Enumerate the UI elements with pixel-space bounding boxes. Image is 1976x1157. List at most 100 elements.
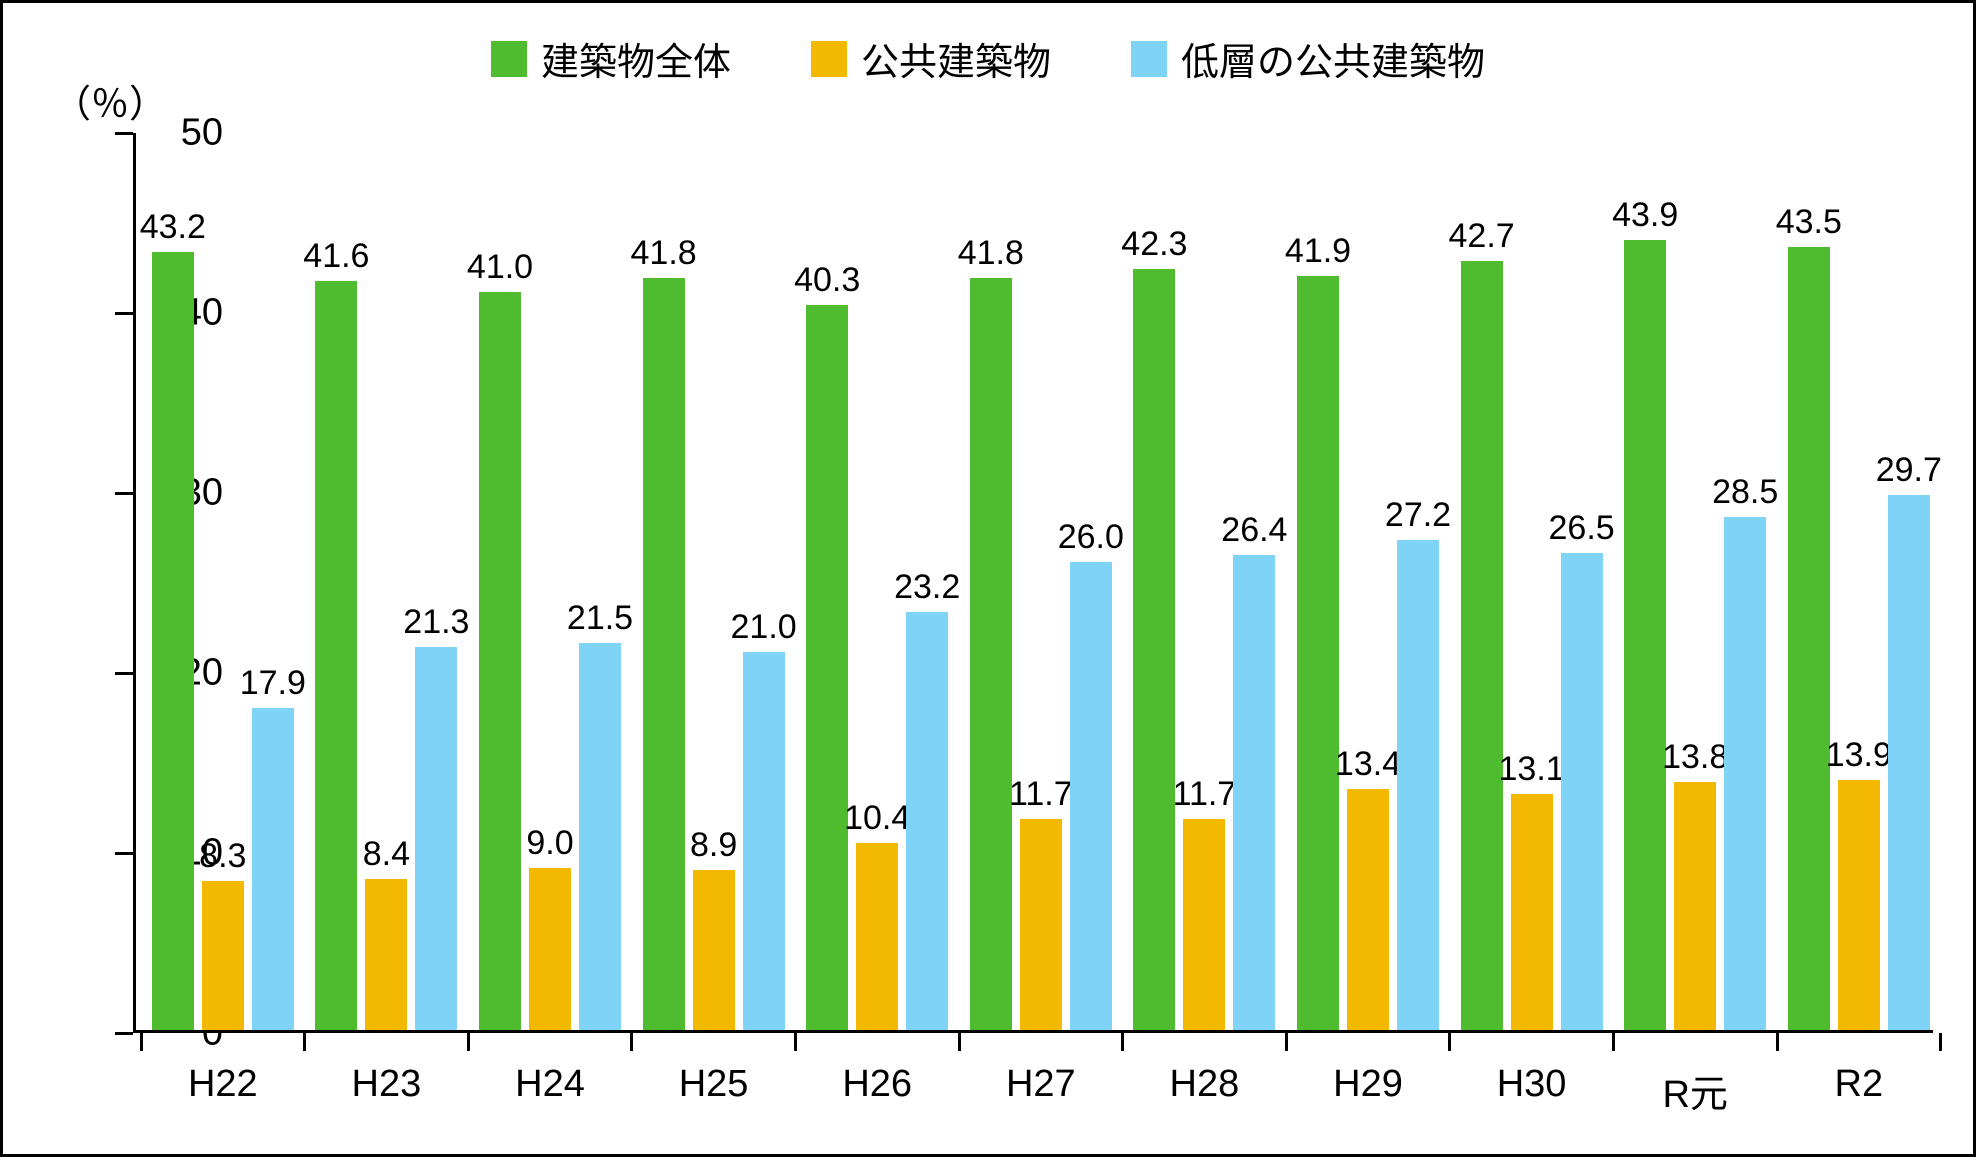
bar bbox=[970, 278, 1012, 1030]
bar-value-label: 23.2 bbox=[894, 568, 960, 607]
bar-value-label: 41.8 bbox=[631, 234, 697, 273]
bar-value-label: 43.2 bbox=[140, 208, 206, 247]
bar bbox=[743, 652, 785, 1030]
bar bbox=[579, 643, 621, 1030]
legend-label: 公共建築物 bbox=[861, 31, 1051, 86]
bar bbox=[1511, 794, 1553, 1030]
bar-value-label: 26.0 bbox=[1058, 518, 1124, 557]
bar-value-label: 9.0 bbox=[526, 824, 573, 863]
bar bbox=[315, 281, 357, 1030]
bar-value-label: 41.8 bbox=[958, 234, 1024, 273]
x-category-label: H30 bbox=[1497, 1063, 1567, 1106]
bar bbox=[1674, 782, 1716, 1030]
bar-value-label: 26.4 bbox=[1221, 511, 1287, 550]
y-tick-label: 40 bbox=[43, 292, 223, 335]
legend-swatch bbox=[1131, 41, 1167, 77]
x-category-label: H29 bbox=[1333, 1063, 1403, 1106]
bar bbox=[643, 278, 685, 1030]
bar bbox=[479, 292, 521, 1030]
bar-value-label: 21.3 bbox=[403, 603, 469, 642]
y-tick-label: 0 bbox=[43, 1012, 223, 1055]
bar bbox=[1838, 780, 1880, 1030]
bar bbox=[856, 843, 898, 1030]
x-category-label: H24 bbox=[515, 1063, 585, 1106]
bar-value-label: 26.5 bbox=[1549, 509, 1615, 548]
y-tick-label: 10 bbox=[43, 832, 223, 875]
x-category-label: R元 bbox=[1662, 1063, 1727, 1118]
x-tick bbox=[1612, 1033, 1615, 1051]
bar-value-label: 42.3 bbox=[1121, 225, 1187, 264]
x-tick bbox=[303, 1033, 306, 1051]
x-category-label: H25 bbox=[679, 1063, 749, 1106]
bar bbox=[1020, 819, 1062, 1030]
chart-frame: 建築物全体公共建築物低層の公共建築物 （％） 01020304050H2243.… bbox=[0, 0, 1976, 1157]
bar-value-label: 43.9 bbox=[1612, 196, 1678, 235]
bar-value-label: 42.7 bbox=[1449, 217, 1515, 256]
x-axis bbox=[133, 1030, 1933, 1033]
bar bbox=[1233, 555, 1275, 1030]
bar-value-label: 8.9 bbox=[690, 826, 737, 865]
legend-label: 建築物全体 bbox=[541, 31, 731, 86]
bar-value-label: 43.5 bbox=[1776, 203, 1842, 242]
legend: 建築物全体 公共建築物 低層の公共建築物 bbox=[3, 31, 1973, 86]
bar bbox=[1297, 276, 1339, 1030]
bar bbox=[693, 870, 735, 1030]
y-tick-label: 50 bbox=[43, 112, 223, 155]
x-category-label: H22 bbox=[188, 1063, 258, 1106]
bar bbox=[1397, 540, 1439, 1030]
bar-value-label: 13.1 bbox=[1499, 750, 1565, 789]
x-category-label: H27 bbox=[1006, 1063, 1076, 1106]
bar bbox=[1461, 261, 1503, 1030]
bar bbox=[415, 647, 457, 1030]
bar bbox=[1788, 247, 1830, 1030]
bar-value-label: 41.9 bbox=[1285, 232, 1351, 271]
bar-value-label: 11.7 bbox=[1173, 775, 1237, 814]
x-tick bbox=[467, 1033, 470, 1051]
bar-value-label: 21.0 bbox=[731, 608, 797, 647]
bar bbox=[529, 868, 571, 1030]
bar-value-label: 27.2 bbox=[1385, 496, 1451, 535]
x-tick bbox=[1939, 1033, 1942, 1051]
x-tick bbox=[1448, 1033, 1451, 1051]
x-tick bbox=[794, 1033, 797, 1051]
bar-value-label: 28.5 bbox=[1712, 473, 1778, 512]
bar-value-label: 10.4 bbox=[844, 799, 910, 838]
legend-item: 低層の公共建築物 bbox=[1131, 31, 1485, 86]
x-category-label: H23 bbox=[352, 1063, 422, 1106]
y-axis bbox=[133, 133, 136, 1033]
bar-value-label: 8.4 bbox=[363, 835, 410, 874]
bar bbox=[1347, 789, 1389, 1030]
x-category-label: H28 bbox=[1170, 1063, 1240, 1106]
bar-value-label: 13.8 bbox=[1662, 738, 1728, 777]
x-category-label: R2 bbox=[1835, 1063, 1884, 1106]
legend-item: 公共建築物 bbox=[811, 31, 1051, 86]
x-category-label: H26 bbox=[842, 1063, 912, 1106]
x-tick bbox=[1285, 1033, 1288, 1051]
legend-label: 低層の公共建築物 bbox=[1181, 31, 1485, 86]
bar bbox=[1133, 269, 1175, 1030]
bar bbox=[806, 305, 848, 1030]
x-tick bbox=[630, 1033, 633, 1051]
plot-area: 01020304050H2243.28.317.9H2341.68.421.3H… bbox=[133, 133, 1933, 1033]
bar bbox=[252, 708, 294, 1030]
x-tick bbox=[1776, 1033, 1779, 1051]
legend-swatch bbox=[491, 41, 527, 77]
bar bbox=[152, 252, 194, 1030]
legend-swatch bbox=[811, 41, 847, 77]
bar-value-label: 21.5 bbox=[567, 599, 633, 638]
bar bbox=[365, 879, 407, 1030]
bar bbox=[1561, 553, 1603, 1030]
x-tick bbox=[140, 1033, 143, 1051]
x-tick bbox=[1121, 1033, 1124, 1051]
legend-item: 建築物全体 bbox=[491, 31, 731, 86]
bar bbox=[1888, 495, 1930, 1030]
y-tick-label: 20 bbox=[43, 652, 223, 695]
bar-value-label: 8.3 bbox=[199, 837, 246, 876]
bar-value-label: 41.6 bbox=[303, 237, 369, 276]
bar-value-label: 29.7 bbox=[1876, 451, 1942, 490]
bar bbox=[1624, 240, 1666, 1030]
bar-value-label: 13.4 bbox=[1335, 745, 1401, 784]
y-tick-label: 30 bbox=[43, 472, 223, 515]
bar-value-label: 40.3 bbox=[794, 261, 860, 300]
x-tick bbox=[958, 1033, 961, 1051]
